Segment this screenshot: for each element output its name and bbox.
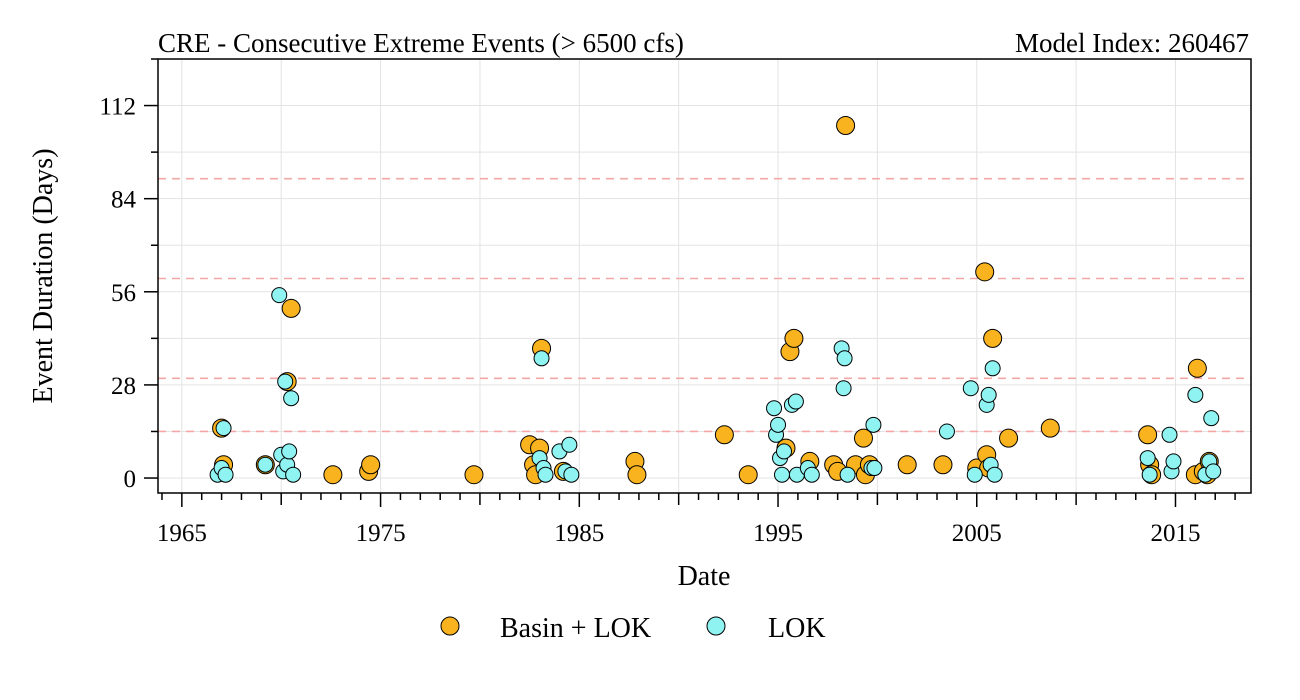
y-tick-label: 28 (111, 373, 136, 400)
data-point (537, 466, 554, 483)
x-axis-title: Date (678, 561, 731, 592)
plot-frame (157, 58, 1252, 494)
data-point (975, 262, 995, 282)
data-point (962, 380, 979, 397)
series-lok (209, 287, 1222, 483)
data-point (323, 465, 343, 485)
data-point (865, 416, 882, 433)
y-tick-label: 0 (124, 466, 137, 493)
chart-title: CRE - Consecutive Extreme Events (> 6500… (158, 28, 684, 58)
data-point (1205, 463, 1222, 480)
model-index-label: Model Index: 260467 (1015, 28, 1249, 58)
legend-label-basin-lok: Basin + LOK (500, 613, 651, 644)
data-point (766, 400, 783, 417)
data-point (984, 360, 1001, 377)
data-point (866, 460, 883, 477)
data-point (1187, 358, 1207, 378)
data-point (938, 423, 955, 440)
data-point (784, 328, 804, 348)
y-tick-label: 112 (99, 94, 136, 121)
data-point (835, 380, 852, 397)
data-point (561, 436, 578, 453)
data-point (999, 428, 1019, 448)
data-point (966, 466, 983, 483)
data-point (983, 328, 1003, 348)
x-tick-label: 1965 (157, 520, 207, 547)
data-point (215, 420, 232, 437)
x-tick-label: 2005 (952, 520, 1002, 547)
x-tick-label: 1975 (356, 520, 406, 547)
data-point (714, 425, 734, 445)
data-point (980, 386, 997, 403)
data-point (627, 465, 647, 485)
data-point (361, 455, 381, 475)
axes: 1965 1975 1985 1995 2005 2015 0 28 56 84 112 (99, 58, 1236, 547)
data-point (774, 466, 791, 483)
legend-marker-basin-lok (440, 616, 460, 636)
data-point (464, 465, 484, 485)
data-point (1141, 466, 1158, 483)
legend: Basin + LOK LOK (440, 613, 826, 644)
y-axis-title: Event Duration (Days) (28, 148, 59, 403)
data-point (1165, 453, 1182, 470)
data-point (839, 466, 856, 483)
data-point (803, 466, 820, 483)
data-point (1161, 426, 1178, 443)
data-point (1187, 386, 1204, 403)
data-point (853, 428, 873, 448)
data-point (897, 455, 917, 475)
data-point (986, 466, 1003, 483)
x-tick-label: 2015 (1150, 520, 1200, 547)
data-point (277, 373, 294, 390)
data-point (787, 393, 804, 410)
data-point (1203, 410, 1220, 427)
data-point (563, 466, 580, 483)
x-tick-label: 1985 (554, 520, 604, 547)
data-point (271, 287, 288, 304)
data-point (738, 465, 758, 485)
reference-lines (158, 177, 1251, 433)
data-points (209, 116, 1222, 485)
data-point (770, 416, 787, 433)
y-tick-label: 56 (111, 280, 136, 307)
data-point (283, 390, 300, 407)
data-point (836, 350, 853, 367)
data-point (217, 466, 234, 483)
x-tick-label: 1995 (753, 520, 803, 547)
data-point (1138, 425, 1158, 445)
y-tick-label: 84 (111, 187, 137, 214)
data-point (285, 466, 302, 483)
gridlines (158, 58, 1251, 493)
data-point (281, 298, 301, 318)
data-point (257, 456, 274, 473)
data-point (533, 350, 550, 367)
data-point (775, 443, 792, 460)
series-basin-lok (212, 116, 1219, 485)
data-point (836, 116, 856, 136)
data-point (281, 443, 298, 460)
legend-marker-lok (706, 616, 726, 636)
data-point (933, 455, 953, 475)
data-point (1139, 450, 1156, 467)
data-point (1040, 418, 1060, 438)
legend-label-lok: LOK (768, 613, 826, 644)
